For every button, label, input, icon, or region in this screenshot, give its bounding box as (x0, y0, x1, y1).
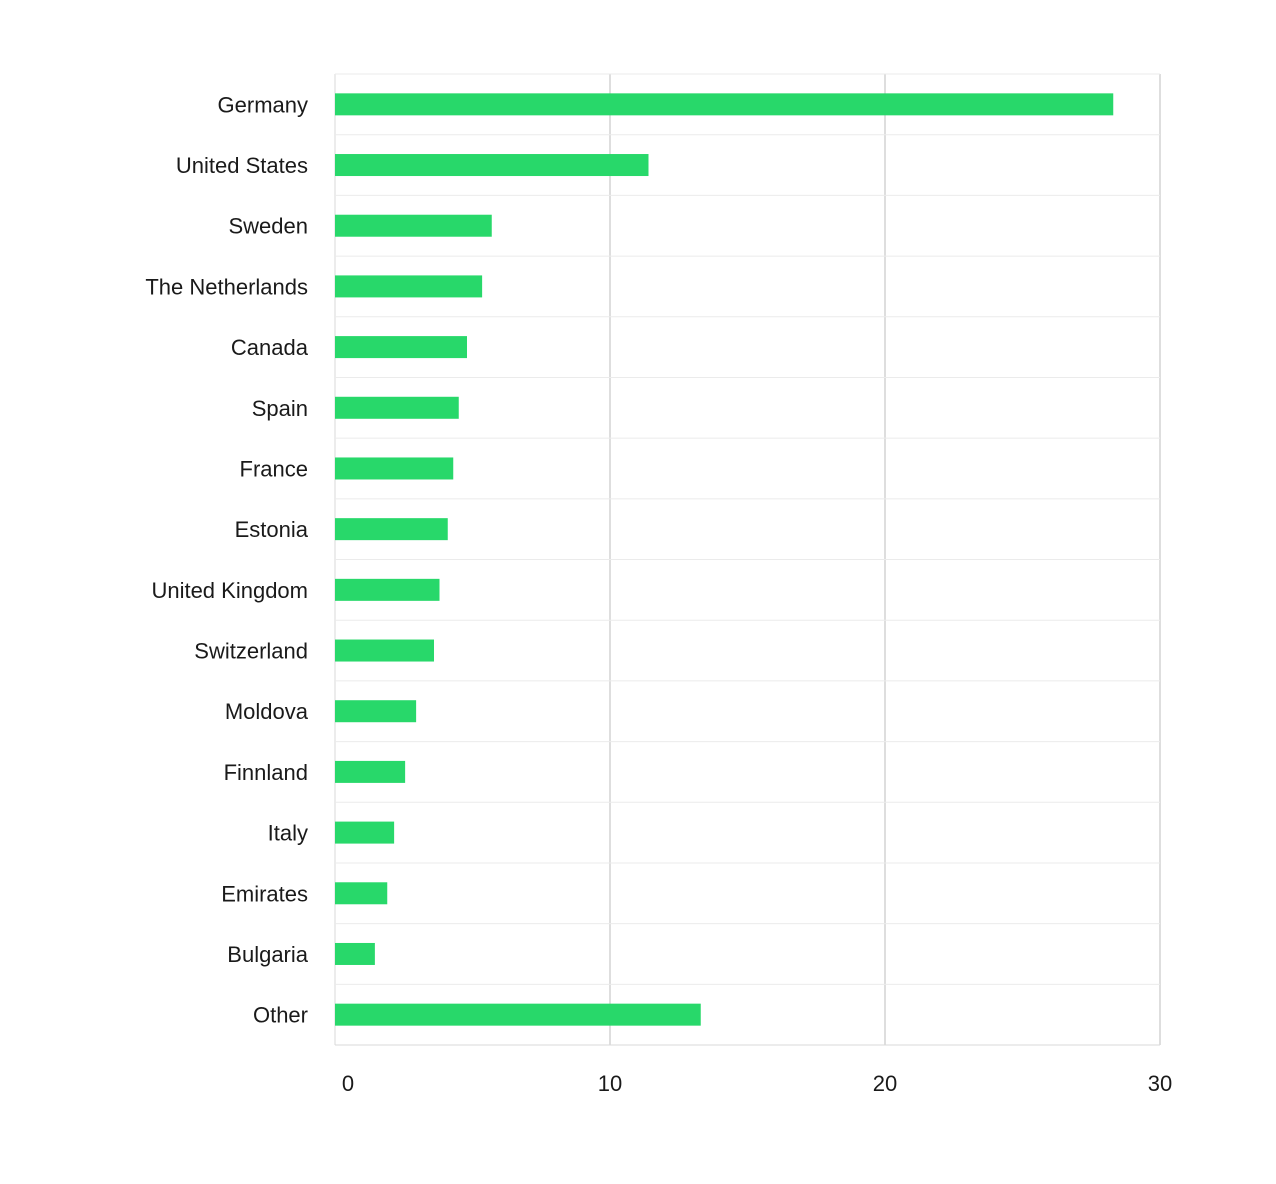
bar (335, 518, 448, 541)
category-label: Canada (231, 335, 309, 360)
category-label: Bulgaria (227, 942, 308, 967)
bar (335, 639, 434, 662)
bar (335, 275, 483, 298)
bar (335, 700, 417, 723)
category-label: France (240, 456, 308, 481)
category-label: Estonia (235, 517, 309, 542)
bar (335, 760, 406, 783)
bar (335, 578, 440, 601)
bar (335, 457, 454, 480)
category-label: Other (253, 1003, 308, 1028)
bar (335, 821, 395, 844)
category-label: United Kingdom (151, 578, 308, 603)
bar (335, 93, 1114, 116)
bar-layer (335, 93, 1114, 1026)
x-tick-label: 10 (598, 1071, 622, 1096)
category-label: Emirates (221, 881, 308, 906)
x-tick-label: 30 (1148, 1071, 1172, 1096)
bar (335, 882, 388, 905)
bar (335, 1003, 701, 1026)
row-divider-layer (335, 73, 1160, 1046)
x-tick-label: 20 (873, 1071, 897, 1096)
bar (335, 214, 492, 237)
category-label: Sweden (228, 214, 308, 239)
category-label: Moldova (225, 699, 309, 724)
bar (335, 942, 375, 965)
category-label: The Netherlands (145, 274, 308, 299)
category-label: Finnland (224, 760, 308, 785)
category-label: Germany (218, 92, 308, 117)
x-tick-label: 0 (342, 1071, 354, 1096)
category-label: Spain (252, 396, 308, 421)
bar (335, 154, 649, 177)
category-label: Italy (268, 821, 308, 846)
x-tick-label-layer: 0 10 20 30 (342, 1071, 1172, 1096)
bar (335, 396, 459, 419)
category-label: United States (176, 153, 308, 178)
bar (335, 336, 467, 359)
category-label: Switzerland (194, 639, 308, 664)
category-label-layer: Germany United States Sweden The Netherland… (145, 92, 308, 1027)
